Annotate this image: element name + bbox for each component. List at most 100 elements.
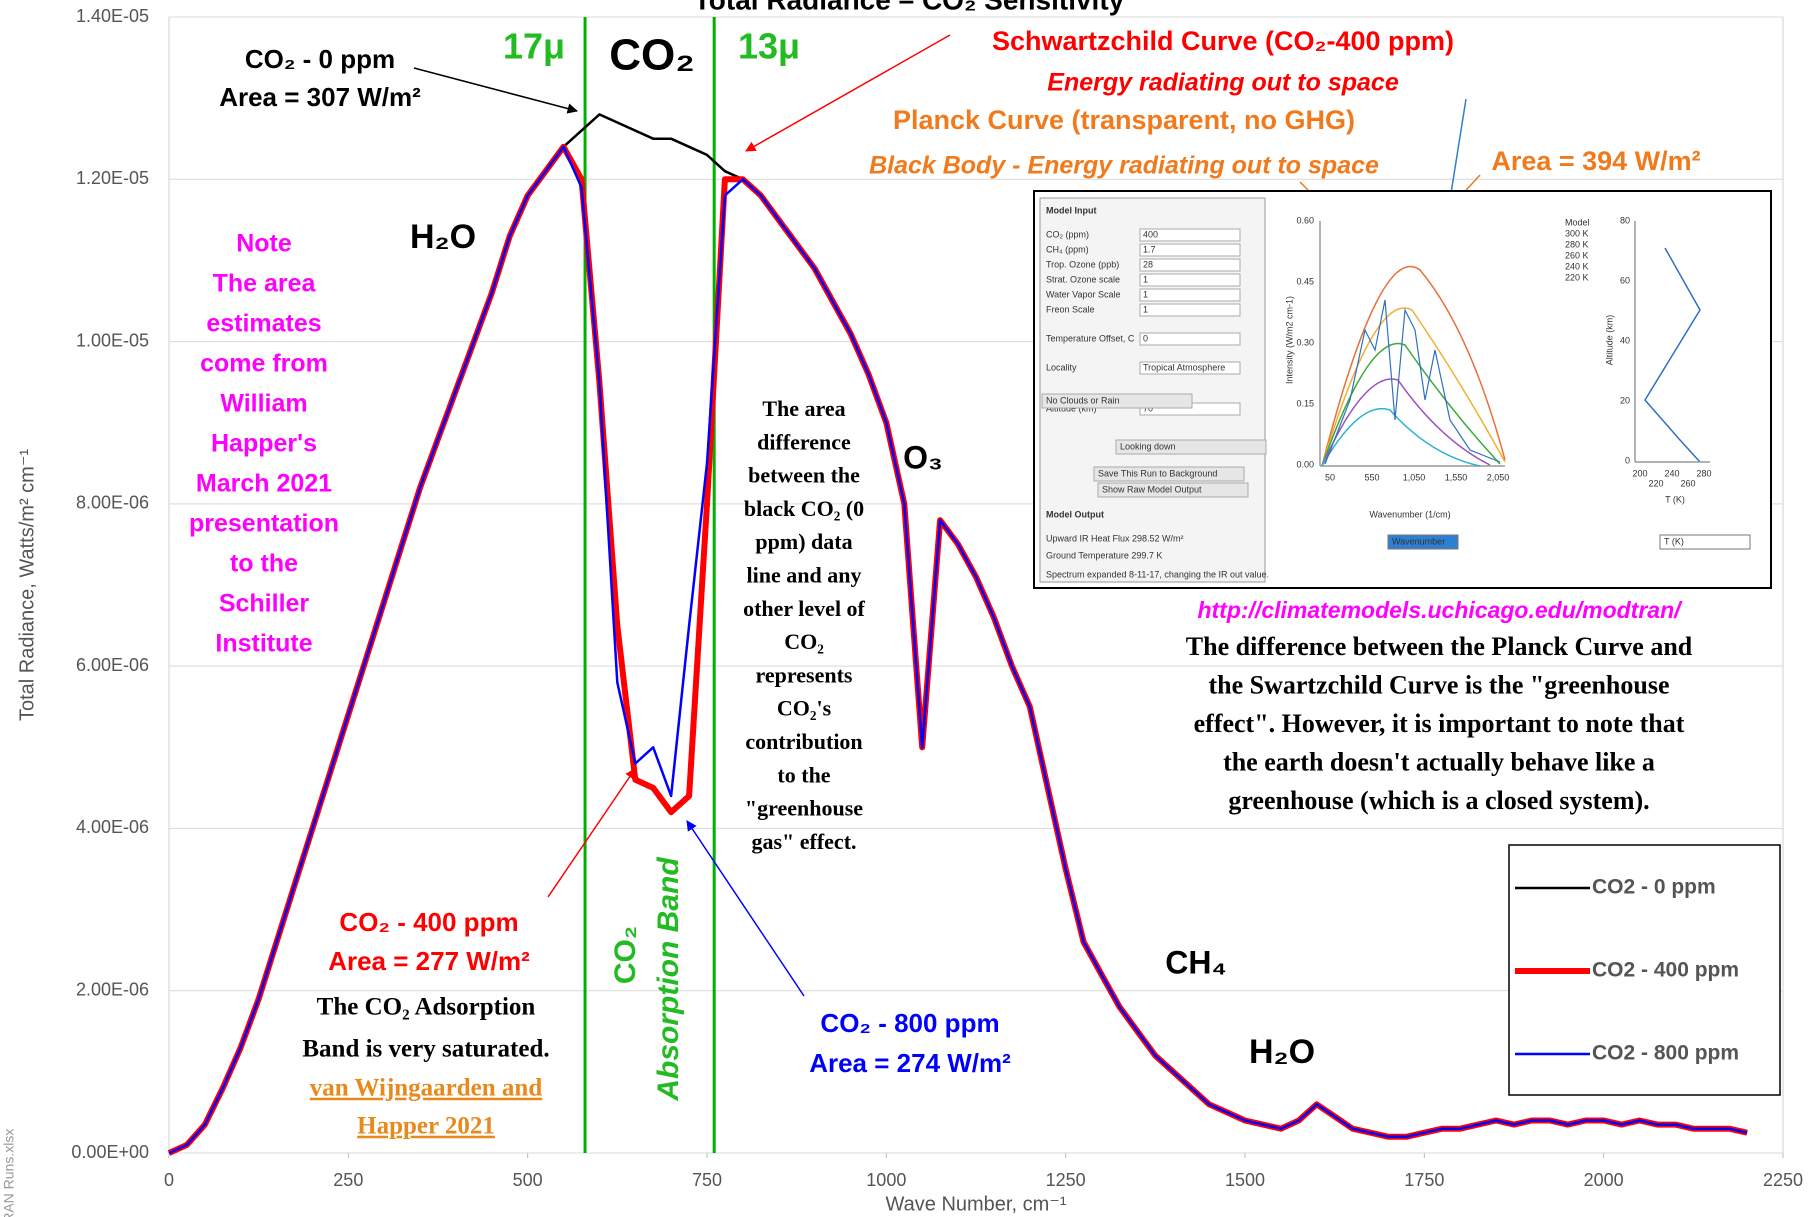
inset-text: T (K) <box>1665 494 1685 504</box>
inset-text: 240 <box>1664 468 1679 478</box>
inset-text: 0.30 <box>1296 337 1314 347</box>
x-tick-label: 1250 <box>1046 1170 1086 1190</box>
y-tick-label: 1.40E-05 <box>76 6 149 26</box>
inset-text: Model <box>1565 217 1590 227</box>
inset-input <box>1140 259 1240 271</box>
annotation: http://climatemodels.uchicago.edu/modtra… <box>1197 597 1683 623</box>
legend: CO2 - 0 ppmCO2 - 400 ppmCO2 - 800 ppm <box>1509 845 1780 1095</box>
annotation: come from <box>200 350 328 378</box>
x-tick-label: 1500 <box>1225 1170 1265 1190</box>
annotation: The difference between the Planck Curve … <box>1186 632 1693 661</box>
annotation: difference <box>757 429 851 454</box>
inset-text: 1 <box>1143 274 1148 284</box>
inset-text: Strat. Ozone scale <box>1046 274 1120 284</box>
inset-text: 28 <box>1143 259 1153 269</box>
inset-text: 40 <box>1620 335 1630 345</box>
annotation: Black Body - Energy radiating out to spa… <box>869 152 1379 180</box>
inset-text: 1,050 <box>1403 472 1426 482</box>
annotation: Absorption Band <box>652 857 685 1102</box>
inset-text: 1,550 <box>1445 472 1468 482</box>
inset-text: 220 K <box>1565 272 1589 282</box>
inset-text: Trop. Ozone (ppb) <box>1046 259 1119 269</box>
chart-title: Total Radiance – CO₂ Sensitivity <box>694 0 1125 15</box>
inset-text: 200 <box>1632 468 1647 478</box>
inset-text: Save This Run to Background <box>1098 468 1217 478</box>
inset-text: 1 <box>1143 289 1148 299</box>
inset-text: Model Input <box>1046 205 1097 215</box>
annotation: CO₂ <box>609 31 695 80</box>
annotation: William <box>220 390 307 418</box>
annotation: Happer 2021 <box>357 1113 495 1140</box>
annotation: other level of <box>743 596 865 621</box>
inset-text: Temperature Offset, C <box>1046 333 1135 343</box>
annotation: 17μ <box>503 26 565 67</box>
x-tick-label: 750 <box>692 1170 722 1190</box>
annotation: TRAN Runs.xlsx <box>1 1129 17 1217</box>
inset-text: Upward IR Heat Flux 298.52 W/m² <box>1046 533 1184 543</box>
chart: 0.00E+002.00E-064.00E-066.00E-068.00E-06… <box>0 0 1818 1217</box>
inset-text: Ground Temperature 299.7 K <box>1046 550 1162 560</box>
inset-text: Wavenumber <box>1392 536 1445 546</box>
inset-text: 0.60 <box>1296 215 1314 225</box>
annotation: Area = 394 W/m² <box>1491 146 1700 176</box>
inset-text: Altitude (km) <box>1604 315 1614 366</box>
annotation: line and any <box>747 563 862 588</box>
y-tick-label: 1.20E-05 <box>76 168 149 188</box>
annotation: CO₂'s <box>777 696 832 721</box>
inset-text: 0 <box>1143 333 1148 343</box>
y-tick-label: 1.00E-05 <box>76 330 149 350</box>
annotation: to the <box>777 762 830 787</box>
annotation: van Wijngaarden and <box>310 1075 543 1102</box>
annotation: The area <box>762 396 845 421</box>
x-axis-title: Wave Number, cm⁻¹ <box>886 1193 1067 1215</box>
y-tick-label: 6.00E-06 <box>76 655 149 675</box>
x-tick-label: 1750 <box>1404 1170 1444 1190</box>
annotation: Area = 274 W/m² <box>809 1048 1011 1078</box>
annotation: represents <box>756 662 853 687</box>
inset-text: Show Raw Model Output <box>1102 484 1202 494</box>
annotation: estimates <box>206 310 321 338</box>
inset-text: Tropical Atmosphere <box>1143 362 1225 372</box>
inset-text: Spectrum expanded 8-11-17, changing the … <box>1046 569 1269 579</box>
inset-text: 280 <box>1696 468 1711 478</box>
annotation: "greenhouse <box>745 796 863 821</box>
annotation: March 2021 <box>196 470 332 498</box>
inset-text: 0 <box>1625 455 1630 465</box>
annotation: Band is very saturated. <box>302 1036 549 1063</box>
annotation: Happer's <box>211 430 317 458</box>
inset-text: Looking down <box>1120 441 1176 451</box>
x-tick-label: 500 <box>513 1170 543 1190</box>
annotation: The area <box>213 270 317 298</box>
inset-input <box>1140 304 1240 316</box>
annotation: CO₂ - 400 ppm <box>339 907 518 937</box>
x-tick-label: 1000 <box>866 1170 906 1190</box>
inset-text: 400 <box>1143 229 1158 239</box>
annotation: presentation <box>189 510 339 538</box>
inset-text: 0.45 <box>1296 276 1314 286</box>
inset-text: Intensity (W/m2 cm-1) <box>1284 296 1294 384</box>
x-tick-label: 2250 <box>1763 1170 1803 1190</box>
inset-input <box>1140 289 1240 301</box>
annotation: Area = 307 W/m² <box>219 82 421 112</box>
inset-text: 550 <box>1364 472 1379 482</box>
x-tick-label: 2000 <box>1584 1170 1624 1190</box>
annotation: Institute <box>215 630 312 658</box>
x-tick-label: 0 <box>164 1170 174 1190</box>
inset-text: Locality <box>1046 362 1077 372</box>
inset-text: 240 K <box>1565 261 1589 271</box>
inset-text: 1 <box>1143 304 1148 314</box>
inset-text: 300 K <box>1565 228 1589 238</box>
inset-text: T (K) <box>1664 536 1684 546</box>
inset-text: 0.00 <box>1296 459 1314 469</box>
y-tick-label: 8.00E-06 <box>76 493 149 513</box>
annotation: to the <box>230 550 298 578</box>
y-axis-title: Total Radiance, Watts/m² cm⁻¹ <box>16 449 38 721</box>
annotation: gas" effect. <box>751 829 856 854</box>
y-tick-label: 4.00E-06 <box>76 817 149 837</box>
legend-label: CO2 - 0 ppm <box>1592 876 1716 899</box>
inset-text: Freon Scale <box>1046 304 1095 314</box>
legend-label: CO2 - 400 ppm <box>1592 959 1739 982</box>
annotation: Note <box>236 230 292 258</box>
inset-text: 0.15 <box>1296 398 1314 408</box>
annotation: effect". However, it is important to not… <box>1194 709 1685 738</box>
